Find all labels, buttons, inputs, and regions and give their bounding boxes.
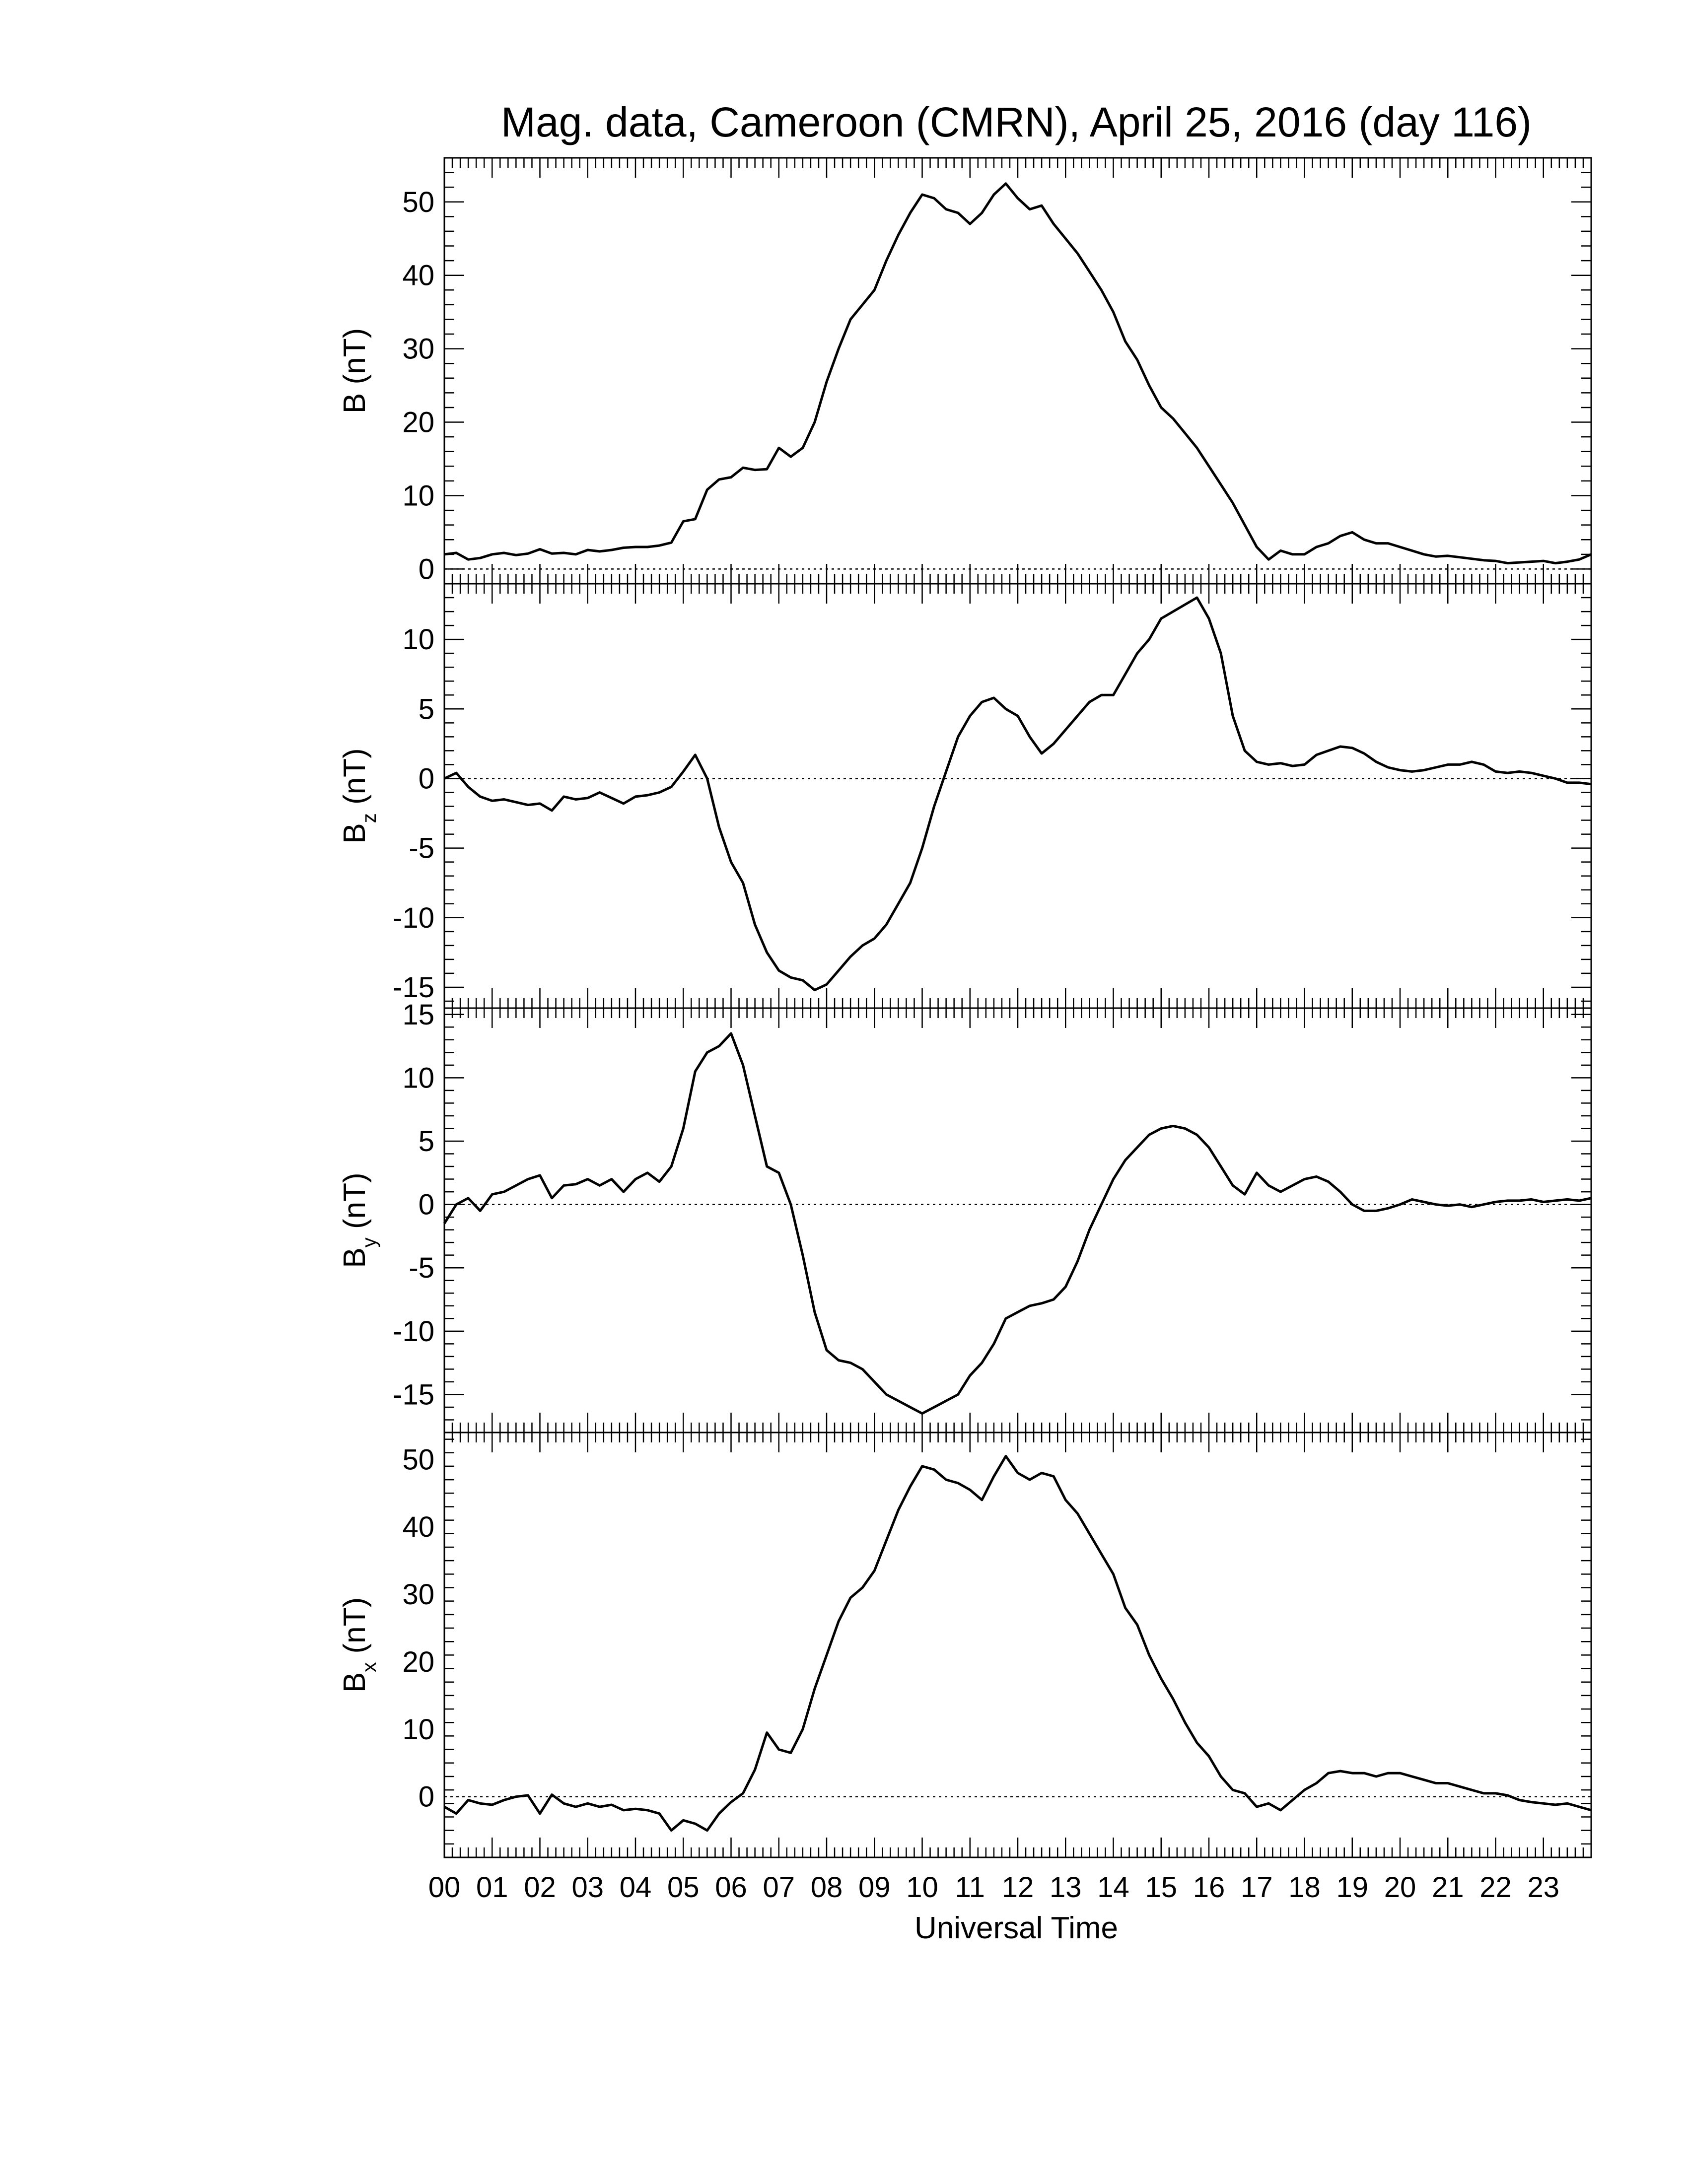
x-tick-label: 03 <box>571 1871 604 1904</box>
y-tick-label: 20 <box>402 407 434 439</box>
y-tick-label: 5 <box>419 1125 434 1158</box>
y-tick-label: 50 <box>402 1443 434 1476</box>
y-tick-label: -15 <box>393 971 434 1004</box>
y-axis-label: Bx (nT) <box>338 1597 380 1693</box>
panel-2: -15 -10 -5 0 5 10 Bz (nT) <box>338 583 1592 1009</box>
y-tick-label: -15 <box>393 1378 434 1411</box>
y-tick-label: 10 <box>402 1062 434 1094</box>
x-tick-label: 09 <box>858 1871 891 1904</box>
x-tick-label: 06 <box>715 1871 747 1904</box>
y-axis-label-subscript: x <box>358 1662 380 1672</box>
y-tick-label: -10 <box>393 1315 434 1348</box>
x-tick-label: 01 <box>476 1871 508 1904</box>
y-axis-label: By (nT) <box>338 1172 380 1268</box>
y-axis-label-main: B <box>338 1247 372 1268</box>
x-tick-label: 07 <box>763 1871 795 1904</box>
y-tick-label: -5 <box>409 832 434 865</box>
x-tick-label: 00 <box>428 1871 461 1904</box>
panel-3: -15 -10 -5 0 5 10 15 By (nT) <box>338 999 1592 1433</box>
y-axis-label-unit: (nT) <box>338 1597 372 1662</box>
x-tick-label: 19 <box>1336 1871 1368 1904</box>
y-tick-label: 50 <box>402 186 434 218</box>
x-tick-label: 13 <box>1050 1871 1082 1904</box>
x-tick-label: 22 <box>1479 1871 1512 1904</box>
figure-title: Mag. data, Cameroon (CMRN), April 25, 20… <box>501 99 1532 145</box>
x-tick-label: 15 <box>1145 1871 1177 1904</box>
y-tick-label: 0 <box>419 762 434 795</box>
y-axis-label: Bz (nT) <box>338 748 380 843</box>
y-axis-label-unit: (nT) <box>338 328 372 393</box>
y-tick-label: 15 <box>402 999 434 1031</box>
x-axis-label: Universal Time <box>914 1911 1118 1945</box>
y-tick-label: 0 <box>419 1781 434 1813</box>
y-axis-label-unit: (nT) <box>338 1172 372 1237</box>
x-tick-label: 17 <box>1241 1871 1273 1904</box>
y-axis-label-subscript: z <box>358 813 380 823</box>
x-tick-label: 14 <box>1097 1871 1129 1904</box>
series-line-2-1 <box>443 596 1592 992</box>
y-tick-label: 5 <box>419 693 434 725</box>
series-line-4-1 <box>443 1455 1592 1832</box>
panel-4: 0 10 20 30 40 50 Bx (nT) <box>338 1432 1592 1858</box>
y-tick-label: 40 <box>402 1511 434 1543</box>
y-axis-label-main: B <box>338 393 372 413</box>
x-tick-label: 20 <box>1384 1871 1416 1904</box>
x-tick-label: 05 <box>667 1871 700 1904</box>
x-tick-label: 02 <box>524 1871 556 1904</box>
y-axis-label: B (nT) <box>338 328 372 413</box>
x-tick-label: 21 <box>1432 1871 1464 1904</box>
series-line-1-1 <box>444 182 1592 565</box>
x-tick-label: 04 <box>620 1871 652 1904</box>
y-tick-label: 10 <box>402 479 434 512</box>
x-tick-label: 10 <box>906 1871 938 1904</box>
y-axis-label-main: B <box>338 823 372 843</box>
series-line-3-1 <box>443 1032 1592 1415</box>
y-tick-label: -5 <box>409 1252 434 1284</box>
y-tick-label: 10 <box>402 623 434 656</box>
x-tick-label: 08 <box>811 1871 843 1904</box>
y-axis-label-main: B <box>338 1672 372 1693</box>
y-tick-label: 10 <box>402 1713 434 1746</box>
y-axis-label-subscript: y <box>358 1237 380 1247</box>
y-tick-label: 0 <box>419 553 434 585</box>
x-tick-label: 23 <box>1527 1871 1559 1904</box>
x-tick-label: 18 <box>1288 1871 1321 1904</box>
panel-1: 0 10 20 30 40 50 B (nT) <box>338 157 1592 585</box>
x-axis-tick-labels: 00 01 02 03 04 05 06 07 08 09 10 11 12 13 14 15 16 17 18 19… <box>428 1871 1559 1904</box>
x-tick-label: 11 <box>955 1871 985 1904</box>
y-tick-label: 30 <box>402 333 434 365</box>
y-tick-label: 40 <box>402 260 434 292</box>
y-tick-label: 0 <box>419 1189 434 1221</box>
y-tick-label: 30 <box>402 1578 434 1611</box>
y-tick-label: 20 <box>402 1646 434 1678</box>
x-tick-label: 12 <box>1002 1871 1034 1904</box>
y-tick-label: -10 <box>393 902 434 934</box>
y-axis-label-unit: (nT) <box>338 748 372 813</box>
x-tick-label: 16 <box>1193 1871 1225 1904</box>
